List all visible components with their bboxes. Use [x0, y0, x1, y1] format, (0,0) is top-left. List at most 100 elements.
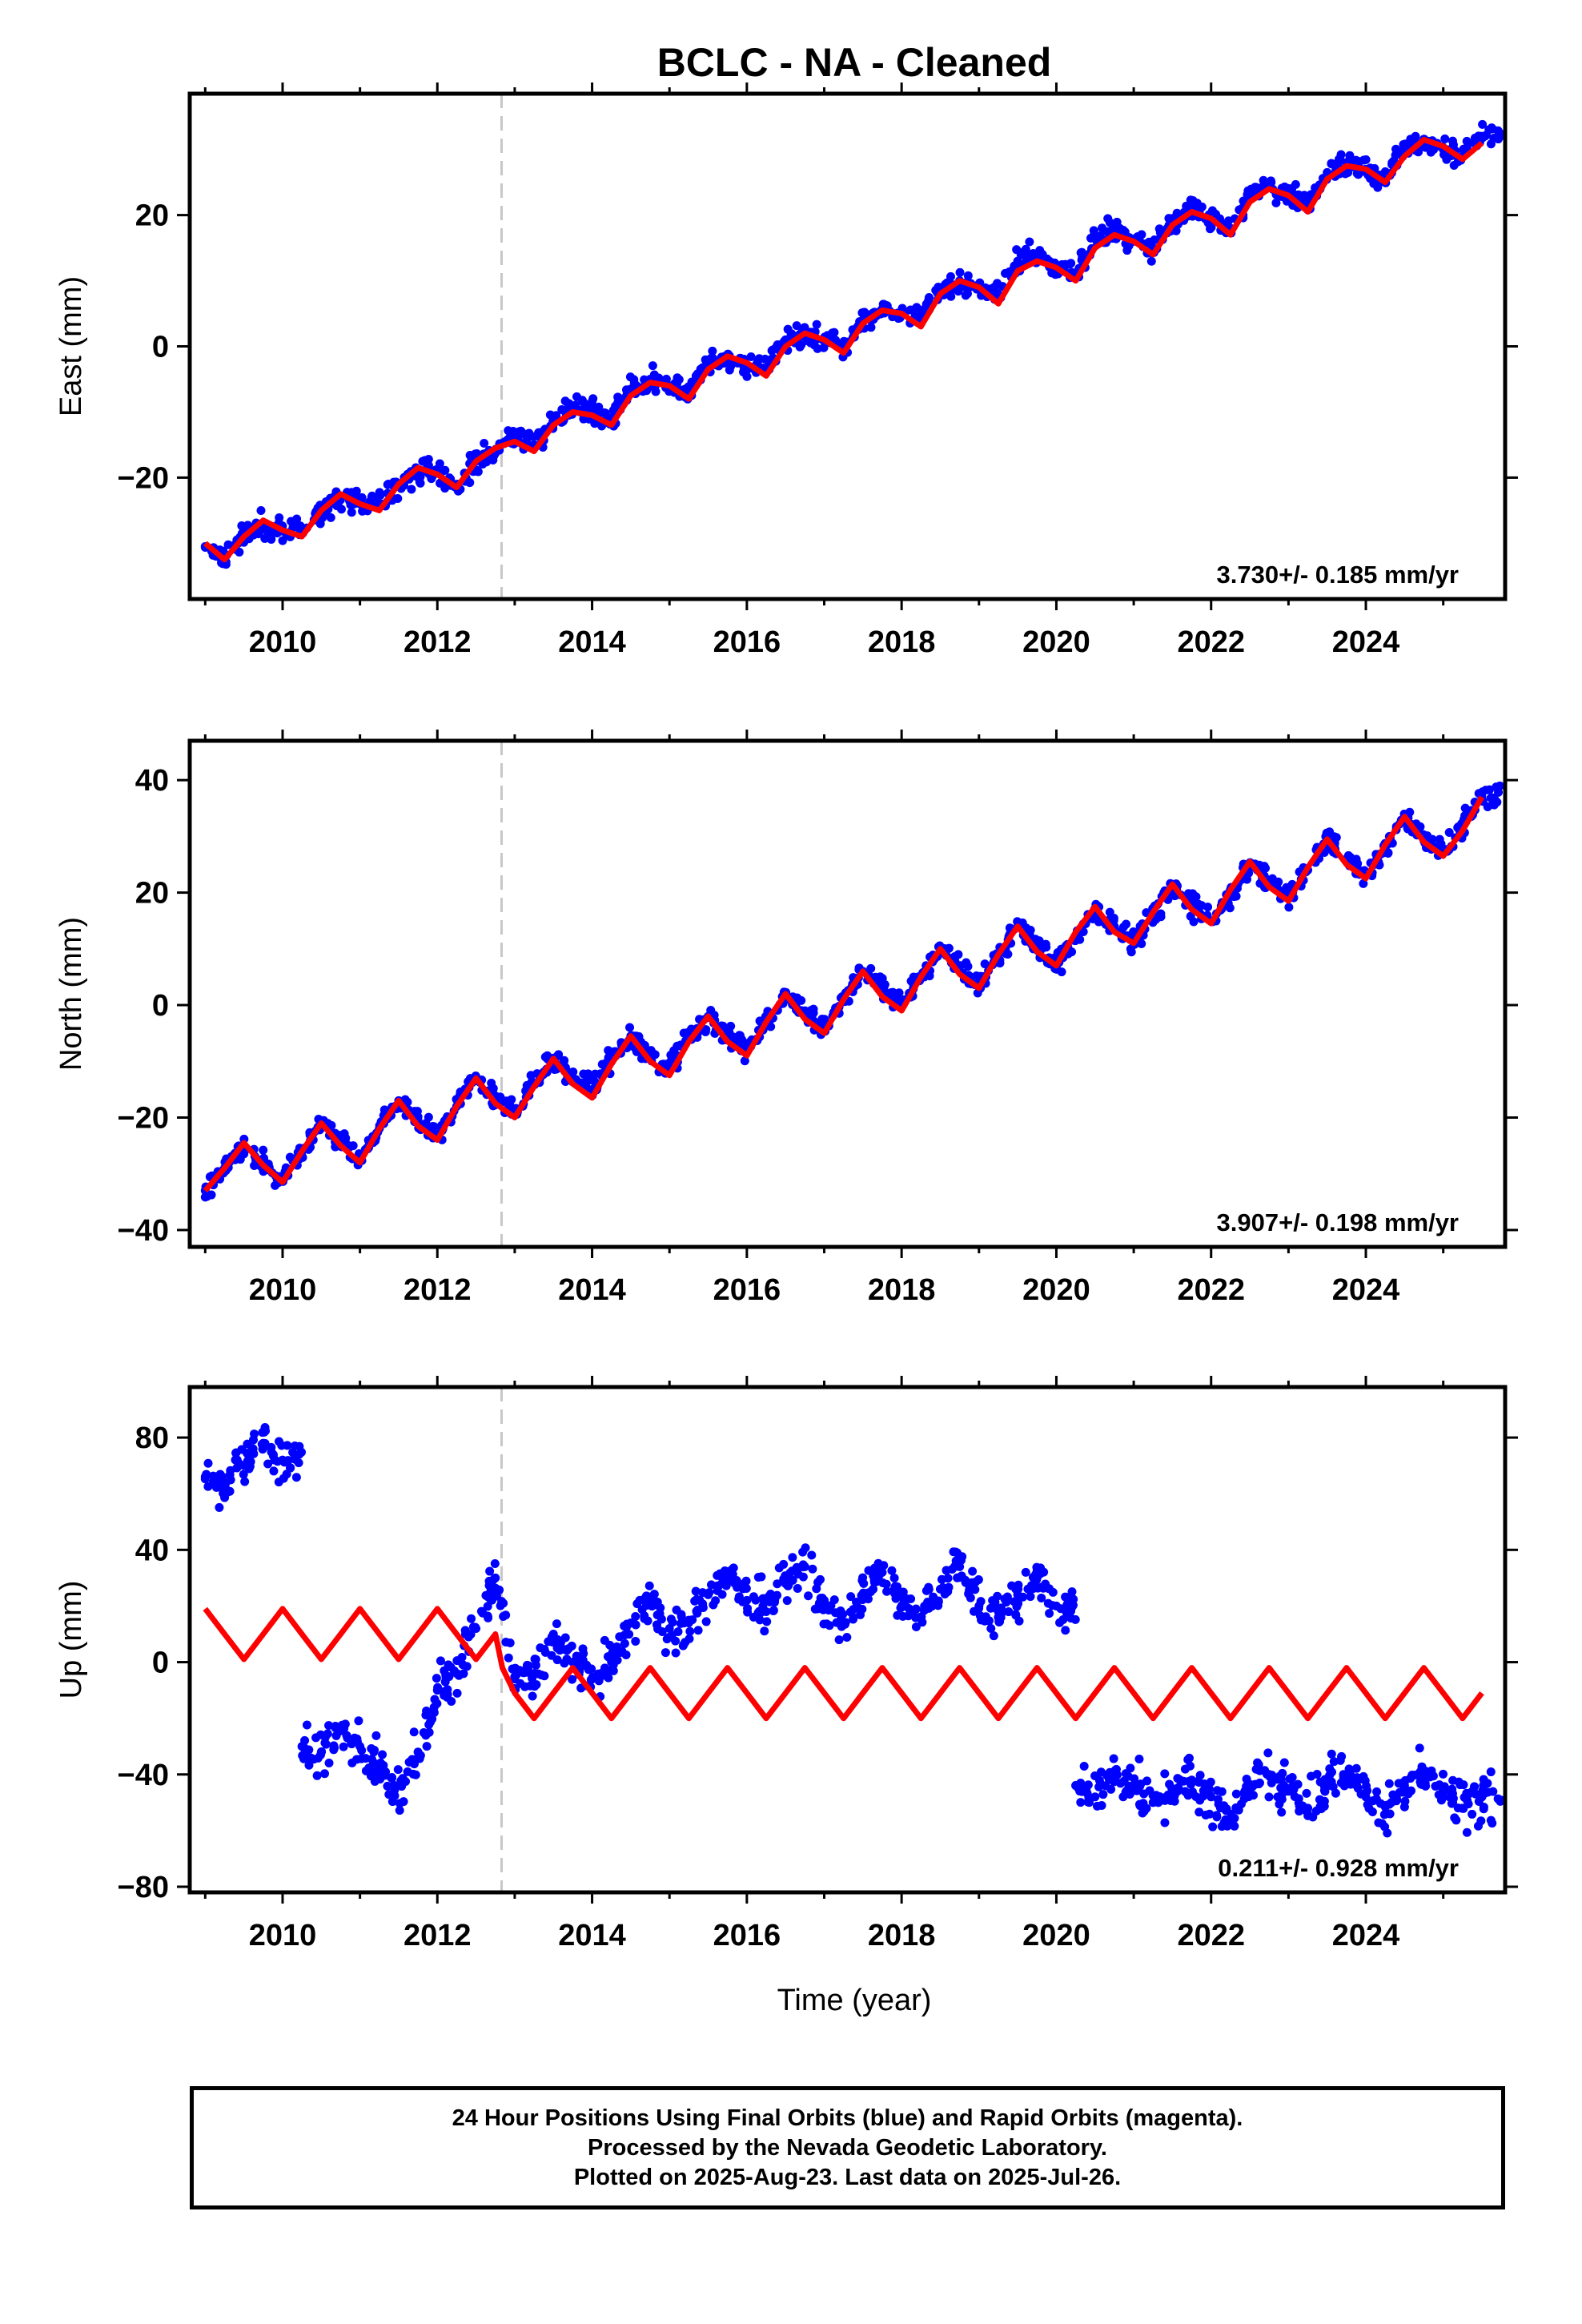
data-point	[1193, 1777, 1203, 1787]
data-point	[673, 1626, 683, 1636]
data-point	[1435, 834, 1444, 844]
data-point	[1007, 1581, 1017, 1590]
data-point	[1227, 1809, 1236, 1819]
data-point	[632, 1599, 642, 1609]
data-point	[485, 1594, 495, 1603]
data-point	[398, 1774, 408, 1783]
data-point	[807, 1550, 817, 1560]
data-point	[357, 1746, 367, 1755]
data-point	[637, 1605, 647, 1614]
data-point	[371, 1731, 381, 1740]
data-point	[1242, 875, 1251, 884]
data-point	[631, 1636, 640, 1646]
data-point	[1315, 1777, 1325, 1787]
y-tick-label: 20	[135, 199, 169, 233]
data-point	[666, 1614, 676, 1624]
data-point	[753, 356, 763, 365]
data-point	[1037, 1593, 1046, 1602]
plot-area	[200, 119, 1505, 569]
data-point	[625, 1023, 635, 1032]
data-point	[1207, 206, 1217, 215]
data-point	[795, 342, 805, 352]
data-point	[1407, 1786, 1416, 1795]
data-point	[784, 1580, 793, 1590]
x-tick-label: 2014	[558, 1273, 626, 1307]
data-point	[580, 399, 589, 408]
data-point	[302, 1720, 311, 1730]
data-point	[407, 485, 416, 494]
data-point	[889, 1573, 899, 1582]
data-point	[986, 1623, 996, 1633]
data-point	[1208, 1822, 1218, 1831]
data-point	[378, 1750, 387, 1759]
data-point	[239, 1470, 248, 1479]
data-point	[1249, 1791, 1259, 1800]
data-point	[866, 963, 876, 973]
data-point	[1178, 1776, 1188, 1786]
plot-area	[200, 1422, 1505, 1838]
data-point	[1003, 950, 1013, 959]
data-point	[203, 1482, 213, 1491]
data-point	[327, 1120, 336, 1130]
data-point	[1170, 1791, 1179, 1800]
data-point	[1066, 259, 1076, 268]
data-point	[624, 1630, 634, 1639]
data-point	[588, 1672, 597, 1682]
data-point	[458, 1660, 468, 1670]
data-point	[629, 378, 639, 388]
data-point	[1118, 923, 1128, 932]
data-point	[1126, 947, 1136, 957]
data-point	[1207, 1792, 1216, 1802]
data-point	[661, 1648, 670, 1658]
plot-frame	[187, 1385, 1508, 1895]
data-point	[1121, 1769, 1130, 1779]
data-point	[1231, 1789, 1241, 1799]
model-fit-line	[203, 136, 1484, 563]
data-point	[849, 1613, 858, 1622]
data-point	[800, 1562, 809, 1571]
data-point	[540, 1644, 549, 1654]
data-point	[531, 1660, 540, 1670]
data-point	[244, 1464, 254, 1474]
data-point	[291, 1473, 301, 1482]
data-point	[813, 1578, 822, 1587]
data-point	[617, 1647, 627, 1656]
data-point	[1495, 781, 1504, 790]
data-point	[370, 1746, 379, 1755]
x-tick-label: 2018	[868, 625, 936, 659]
data-point	[1346, 1779, 1355, 1789]
data-point	[1276, 1775, 1286, 1784]
data-point	[1122, 246, 1132, 255]
data-point	[1315, 1802, 1325, 1811]
data-point	[812, 320, 821, 329]
data-point	[259, 1145, 268, 1155]
data-point	[415, 1754, 424, 1763]
data-point	[1005, 267, 1014, 276]
data-point	[671, 1636, 681, 1646]
data-point	[1488, 793, 1497, 802]
data-point	[588, 394, 598, 404]
data-point	[1062, 1600, 1072, 1610]
data-point	[1307, 190, 1316, 199]
data-point	[774, 1563, 784, 1573]
y-tick-label: 40	[135, 1534, 169, 1567]
data-point	[866, 323, 876, 332]
data-point	[590, 1069, 600, 1079]
data-point	[949, 1547, 958, 1557]
data-point	[1275, 1799, 1284, 1809]
x-tick-label: 2018	[868, 1919, 936, 1952]
data-point	[742, 372, 752, 381]
data-point	[347, 508, 356, 517]
data-point	[1479, 131, 1488, 141]
data-point	[879, 1561, 889, 1570]
data-point	[1057, 967, 1066, 977]
x-tick-label: 2010	[249, 625, 317, 659]
data-point	[806, 1006, 816, 1015]
y-tick-label: 20	[135, 877, 169, 911]
data-point	[320, 1769, 330, 1779]
data-point	[1415, 1743, 1424, 1753]
panel-north: 2010 2012 2014 2016 2018 2020 2022 2024 −40 −20 0 2…	[54, 730, 1518, 1307]
y-tick-label: −20	[118, 461, 169, 495]
data-point	[1083, 1780, 1093, 1790]
data-point	[491, 1573, 500, 1582]
